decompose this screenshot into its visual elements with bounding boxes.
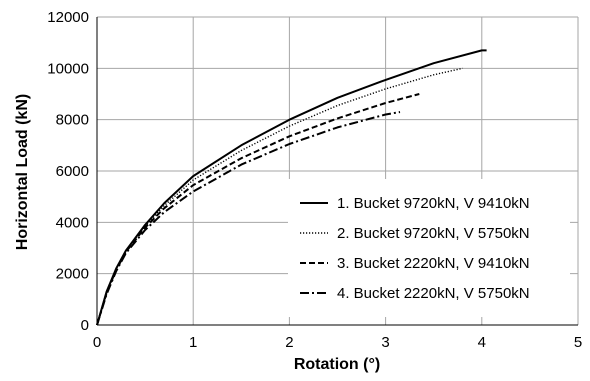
- y-axis-title: Horizontal Load (kN): [14, 94, 31, 250]
- series-lines: [96, 49, 487, 326]
- y-tick-label: 2000: [56, 266, 89, 283]
- x-tick-label: 2: [285, 334, 293, 351]
- series-line-2: [96, 67, 463, 326]
- y-tick-label: 10000: [47, 60, 89, 77]
- legend-label-1: 1. Bucket 9720kN, V 9410kN: [337, 195, 530, 212]
- x-tick-label: 4: [478, 334, 486, 351]
- x-tick-label: 0: [93, 334, 101, 351]
- y-tick-label: 4000: [56, 214, 89, 231]
- x-tick-label: 5: [574, 334, 582, 351]
- y-tick-label: 12000: [47, 9, 89, 26]
- x-axis-title: Rotation (°): [294, 356, 380, 373]
- x-tick-label: 1: [189, 334, 197, 351]
- y-tick-label: 0: [81, 317, 89, 334]
- legend: 1. Bucket 9720kN, V 9410kN 2. Bucket 9720…: [288, 179, 570, 317]
- x-tick-label: 3: [381, 334, 389, 351]
- legend-label-3: 3. Bucket 2220kN, V 9410kN: [337, 255, 530, 272]
- y-tick-label: 8000: [56, 112, 89, 129]
- legend-box: [288, 179, 570, 317]
- legend-label-2: 2. Bucket 9720kN, V 5750kN: [337, 225, 530, 242]
- y-tick-label: 6000: [56, 163, 89, 180]
- axes: 0 1 2 3 4 5 0 2000 4000 6000 8000 10000 12000: [47, 9, 582, 351]
- series-line-4: [96, 111, 401, 326]
- legend-label-4: 4. Bucket 2220kN, V 5750kN: [337, 285, 530, 302]
